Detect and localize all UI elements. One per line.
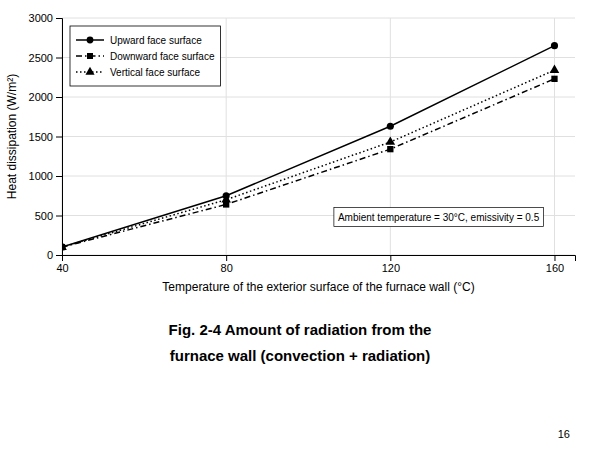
y-tick-label: 0 bbox=[47, 249, 53, 261]
y-tick-label: 2500 bbox=[29, 52, 53, 64]
y-tick-mark bbox=[56, 58, 62, 59]
chart-svg: 40 80 120 160 0 500 1000 1500 2000 2500 3000 Temper… bbox=[0, 0, 600, 450]
y-tick-mark bbox=[56, 18, 62, 19]
legend-item: Upward face surface bbox=[76, 35, 202, 46]
x-tick-label: 160 bbox=[546, 262, 564, 274]
y-axis-line bbox=[56, 19, 63, 256]
y-tick-label: 2000 bbox=[29, 91, 53, 103]
y-axis: 0 500 1000 1500 2000 2500 3000 bbox=[29, 12, 63, 261]
legend: Upward face surface Downward face surface… bbox=[70, 26, 221, 86]
x-tick-label: 40 bbox=[56, 262, 68, 274]
legend-item: Vertical face surface bbox=[76, 67, 200, 78]
legend-marker bbox=[87, 53, 93, 59]
grid bbox=[62, 18, 575, 255]
data-point bbox=[551, 76, 557, 82]
series-line bbox=[62, 70, 554, 247]
y-tick: 0 bbox=[47, 249, 62, 261]
series bbox=[62, 76, 558, 251]
y-tick: 500 bbox=[35, 210, 62, 222]
legend-marker bbox=[87, 37, 94, 44]
y-tick-mark bbox=[56, 176, 62, 177]
x-tick-mark bbox=[390, 255, 391, 261]
x-axis-title: Temperature of the exterior surface of t… bbox=[162, 280, 474, 294]
annotation-box bbox=[334, 208, 544, 227]
y-tick-label: 1000 bbox=[29, 170, 53, 182]
legend-item: Downward face surface bbox=[76, 51, 215, 62]
data-point bbox=[550, 65, 560, 73]
legend-label: Upward face surface bbox=[110, 35, 202, 46]
y-tick-label: 3000 bbox=[29, 12, 53, 24]
series-line bbox=[62, 79, 554, 247]
x-tick: 80 bbox=[221, 255, 233, 274]
data-point bbox=[387, 146, 393, 152]
series bbox=[62, 65, 559, 250]
grid-line-y bbox=[62, 18, 575, 19]
y-tick-mark bbox=[56, 137, 62, 138]
y-tick: 3000 bbox=[29, 12, 62, 24]
data-point bbox=[551, 42, 558, 49]
legend-label: Downward face surface bbox=[110, 51, 215, 62]
y-tick-label: 500 bbox=[35, 210, 53, 222]
x-tick: 160 bbox=[546, 255, 564, 274]
y-tick: 2000 bbox=[29, 91, 62, 103]
x-tick: 40 bbox=[56, 255, 68, 274]
series-layer bbox=[62, 42, 559, 251]
x-tick-label: 120 bbox=[382, 262, 400, 274]
legend-marker bbox=[85, 67, 94, 75]
y-axis-title: Heat dissipation (W/m²) bbox=[5, 74, 19, 199]
x-tick-mark bbox=[226, 255, 227, 261]
grid-line-y bbox=[62, 97, 575, 98]
grid-line-y bbox=[62, 136, 575, 137]
chart-container: 40 80 120 160 0 500 1000 1500 2000 2500 3000 Temper… bbox=[0, 0, 600, 450]
annotation-text: Ambient temperature = 30°C, emissivity =… bbox=[338, 212, 540, 223]
legend-frame bbox=[70, 26, 221, 86]
x-axis: 40 80 120 160 bbox=[56, 255, 575, 274]
legend-label: Vertical face surface bbox=[110, 67, 200, 78]
y-tick: 1500 bbox=[29, 131, 62, 143]
data-point bbox=[387, 123, 394, 130]
series-line bbox=[62, 46, 554, 247]
data-point bbox=[221, 194, 231, 202]
page-number: 16 bbox=[558, 428, 570, 440]
y-tick-mark bbox=[56, 216, 62, 217]
x-axis-line bbox=[63, 256, 576, 262]
data-point bbox=[386, 136, 396, 144]
annotation: Ambient temperature = 30°C, emissivity =… bbox=[334, 208, 544, 227]
x-tick-mark bbox=[554, 255, 555, 261]
x-tick-label: 80 bbox=[221, 262, 233, 274]
plot: 40 80 120 160 0 500 1000 1500 2000 2500 3000 Temper… bbox=[5, 12, 576, 294]
series bbox=[62, 42, 558, 251]
y-tick-mark bbox=[56, 97, 62, 98]
y-tick: 2500 bbox=[29, 52, 62, 64]
caption-line: Fig. 2-4 Amount of radiation from the bbox=[169, 321, 432, 338]
x-tick: 120 bbox=[382, 255, 400, 274]
y-tick: 1000 bbox=[29, 170, 62, 182]
grid-line-y bbox=[62, 176, 575, 177]
data-point bbox=[62, 242, 67, 250]
y-tick-label: 1500 bbox=[29, 131, 53, 143]
caption-line: furnace wall (convection + radiation) bbox=[170, 347, 430, 364]
y-tick-mark bbox=[56, 255, 62, 256]
